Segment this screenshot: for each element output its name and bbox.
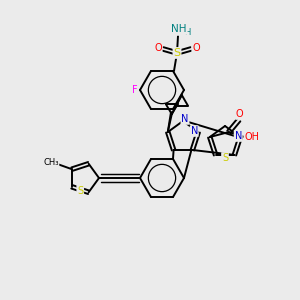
Text: F: F bbox=[132, 85, 138, 95]
Text: S: S bbox=[222, 153, 228, 163]
Text: N: N bbox=[235, 131, 242, 141]
Text: O: O bbox=[192, 43, 200, 53]
Text: S: S bbox=[173, 48, 181, 58]
Text: H: H bbox=[184, 28, 190, 38]
Text: NH: NH bbox=[171, 24, 187, 34]
Text: O: O bbox=[154, 43, 162, 53]
Text: N: N bbox=[181, 114, 189, 124]
Text: S: S bbox=[77, 185, 83, 196]
Text: OH: OH bbox=[244, 132, 259, 142]
Text: CH₃: CH₃ bbox=[43, 158, 58, 167]
Text: NH: NH bbox=[172, 25, 186, 35]
Text: N: N bbox=[190, 126, 198, 136]
Text: O: O bbox=[236, 109, 244, 119]
